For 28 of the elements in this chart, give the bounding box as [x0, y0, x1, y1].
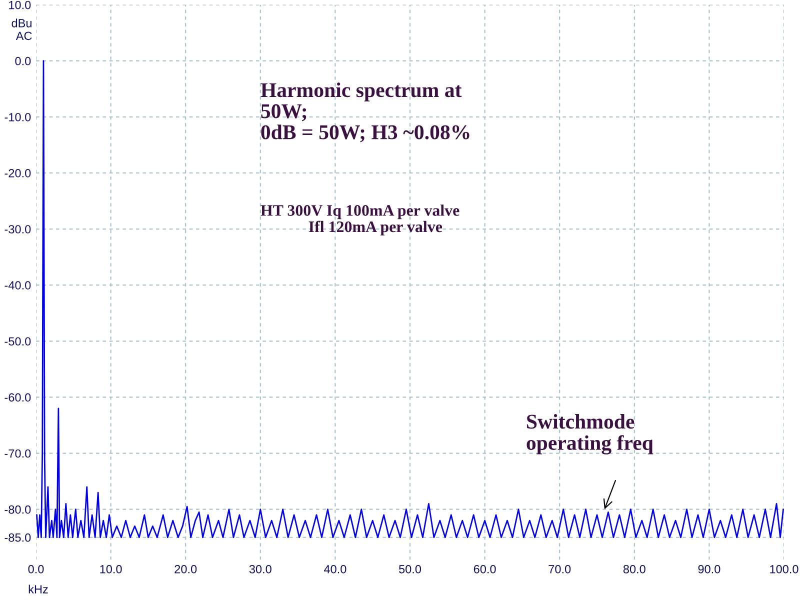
x-tick-label: 70.0	[548, 564, 571, 574]
x-tick-label: 100.0	[770, 564, 798, 574]
x-tick-label: 0.0	[28, 564, 44, 574]
y-tick-label: -20.0	[4, 169, 31, 178]
y-tick-label: -40.0	[4, 281, 31, 290]
y-tick-label: -50.0	[4, 337, 31, 346]
y-axis-title: dBu AC	[12, 18, 32, 40]
line-series	[36, 60, 784, 538]
annotation: HT 300V Iq 100mA per valve Ifl 120mA per valve	[260, 204, 460, 236]
y-tick-label: -80.0	[4, 505, 31, 514]
x-tick-label: 20.0	[174, 564, 197, 574]
x-tick-label: 40.0	[324, 564, 346, 574]
y-tick-label: 10.0	[9, 0, 31, 10]
x-tick-label: 90.0	[698, 564, 720, 574]
y-tick-label: -60.0	[4, 393, 31, 402]
x-tick-label: 50.0	[398, 564, 422, 574]
x-tick-label: 80.0	[623, 564, 646, 574]
x-axis-title: kHz	[28, 584, 48, 594]
x-tick-label: 60.0	[474, 564, 496, 574]
y-tick-label: -30.0	[4, 225, 31, 234]
annotation: Switchmode operating freq	[526, 414, 654, 454]
y-tick-label: 0.0	[15, 56, 31, 66]
y-tick-label: -85.0	[4, 533, 31, 542]
y-tick-label: -10.0	[4, 112, 31, 122]
annotation: Harmonic spectrum at 50W; 0dB = 50W; H3 ~0.08%	[260, 82, 470, 142]
y-tick-label: -70.0	[4, 449, 31, 458]
x-tick-label: 30.0	[249, 564, 272, 574]
x-tick-label: 10.0	[100, 564, 122, 574]
